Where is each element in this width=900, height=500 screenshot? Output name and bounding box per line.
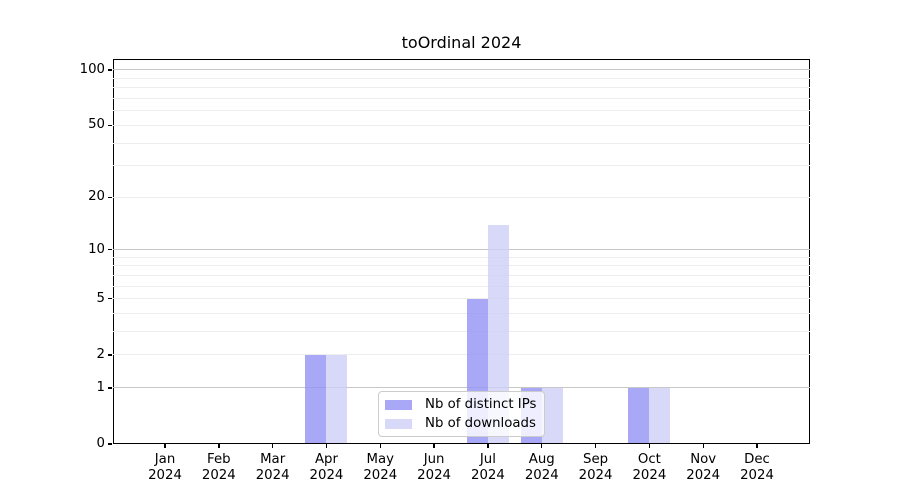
gridline-major bbox=[113, 69, 810, 71]
x-tick-label: Feb 2024 bbox=[201, 452, 236, 483]
y-tick-label: 10 bbox=[88, 241, 105, 257]
legend-label-downloads: Nb of downloads bbox=[425, 416, 536, 431]
x-tick-mark bbox=[541, 444, 543, 448]
legend: Nb of distinct IPs Nb of downloads bbox=[378, 391, 545, 437]
x-tick-label: Dec 2024 bbox=[740, 452, 774, 483]
x-tick-mark bbox=[433, 444, 435, 448]
y-tick-label: 20 bbox=[88, 189, 105, 205]
x-tick-mark bbox=[702, 444, 704, 448]
gridline-minor bbox=[113, 298, 810, 300]
gridline-minor bbox=[113, 142, 810, 144]
x-tick-mark bbox=[756, 444, 758, 448]
bar-distinct-ips-oct bbox=[628, 387, 650, 443]
y-tick-label: 100 bbox=[79, 61, 105, 77]
x-tick-mark bbox=[218, 444, 220, 448]
legend-swatch-distinct-ips-icon bbox=[385, 399, 412, 410]
gridline-major bbox=[113, 387, 810, 389]
y-tick-mark bbox=[108, 196, 112, 198]
x-tick-mark bbox=[325, 444, 328, 448]
x-tick-mark bbox=[594, 444, 597, 448]
x-tick-label: Jul 2024 bbox=[470, 452, 505, 483]
gridline-minor bbox=[113, 265, 810, 267]
x-tick-label: Aug 2024 bbox=[524, 452, 559, 483]
x-tick-label: Nov 2024 bbox=[686, 452, 721, 483]
gridline-minor bbox=[113, 77, 810, 79]
x-tick-label: Jan 2024 bbox=[148, 452, 182, 483]
bar-downloads-apr bbox=[326, 354, 348, 443]
y-tick-label: 5 bbox=[96, 290, 105, 306]
x-tick-label: May 2024 bbox=[363, 452, 398, 483]
x-tick-mark bbox=[379, 444, 381, 448]
gridline-minor bbox=[113, 98, 810, 100]
legend-label-distinct-ips: Nb of distinct IPs bbox=[425, 397, 537, 412]
x-tick-label: Jun 2024 bbox=[417, 452, 452, 483]
y-tick-mark bbox=[108, 354, 112, 356]
gridline-minor bbox=[113, 285, 810, 287]
x-tick-mark bbox=[487, 444, 489, 448]
y-tick-mark bbox=[108, 248, 112, 251]
bar-distinct-ips-apr bbox=[305, 354, 327, 443]
y-tick-mark bbox=[108, 443, 112, 445]
y-tick-mark bbox=[108, 69, 112, 71]
gridline-minor bbox=[113, 196, 810, 198]
x-tick-label: Sep 2024 bbox=[578, 452, 613, 483]
y-tick-label: 50 bbox=[88, 117, 105, 133]
bar-downloads-aug bbox=[541, 387, 563, 443]
y-tick-mark bbox=[108, 387, 112, 389]
gridline-minor bbox=[113, 165, 810, 167]
bar-downloads-oct bbox=[649, 387, 671, 443]
y-tick-mark bbox=[108, 124, 112, 127]
gridline-minor bbox=[113, 331, 810, 333]
y-tick-label: 2 bbox=[96, 346, 105, 362]
chart-title: toOrdinal 2024 bbox=[401, 33, 522, 52]
gridline-minor bbox=[113, 256, 810, 258]
x-tick-label: Mar 2024 bbox=[255, 452, 290, 483]
gridline-minor bbox=[113, 87, 810, 89]
gridline-minor bbox=[113, 354, 810, 356]
gridline-minor bbox=[113, 124, 810, 126]
y-tick-label: 1 bbox=[96, 379, 105, 395]
x-tick-mark bbox=[271, 444, 274, 448]
gridline-major bbox=[113, 249, 810, 251]
x-tick-mark bbox=[648, 444, 651, 448]
legend-item-distinct-ips: Nb of distinct IPs bbox=[385, 397, 544, 412]
plot-area bbox=[113, 59, 810, 444]
legend-swatch-downloads-icon bbox=[385, 418, 412, 429]
x-tick-label: Oct 2024 bbox=[632, 452, 667, 483]
gridline-minor bbox=[113, 274, 810, 276]
gridline-minor bbox=[113, 110, 810, 112]
y-tick-label: 0 bbox=[96, 436, 105, 451]
legend-item-downloads: Nb of downloads bbox=[385, 416, 544, 431]
y-tick-mark bbox=[108, 298, 112, 300]
bar-downloads-jul bbox=[487, 224, 509, 443]
x-tick-label: Apr 2024 bbox=[309, 452, 344, 483]
gridline-minor bbox=[113, 313, 810, 315]
x-tick-mark bbox=[164, 444, 166, 448]
